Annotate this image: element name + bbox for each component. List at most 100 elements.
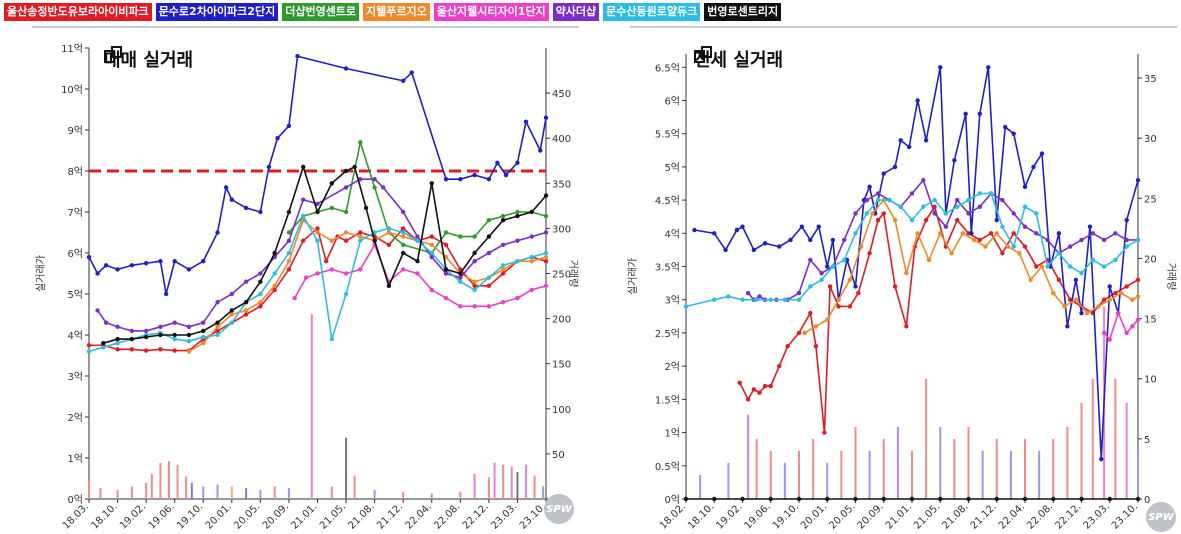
- y-tick-label: 4억: [67, 330, 83, 342]
- legend-item[interactable]: 약사더샵: [552, 3, 600, 21]
- volume-bar: [812, 438, 815, 499]
- data-point: [1116, 310, 1121, 316]
- volume-bar: [854, 426, 857, 499]
- data-point: [762, 383, 768, 389]
- data-point: [172, 332, 177, 338]
- data-point: [1028, 277, 1033, 283]
- jeonse-chart-title-text: 전세 실거래: [694, 50, 784, 71]
- data-point: [129, 347, 135, 352]
- data-point: [329, 205, 334, 211]
- data-point: [822, 430, 827, 435]
- data-point: [343, 168, 349, 174]
- legend-item[interactable]: 지웰푸르지오: [363, 3, 430, 21]
- volume-bar: [981, 450, 984, 499]
- data-point: [887, 197, 892, 203]
- data-point: [343, 66, 349, 71]
- data-point: [1056, 277, 1062, 283]
- legend-item[interactable]: 번영로센트리지: [704, 3, 782, 21]
- data-point: [892, 284, 898, 289]
- data-point: [295, 54, 300, 59]
- data-point: [1005, 244, 1011, 249]
- y2-tick-label: 400: [552, 134, 571, 145]
- data-point: [429, 242, 434, 247]
- data-point: [258, 291, 263, 297]
- data-point: [529, 209, 534, 215]
- data-point: [186, 324, 192, 329]
- data-point: [808, 310, 813, 316]
- data-point: [95, 271, 100, 276]
- data-point: [543, 115, 549, 120]
- data-point: [1051, 496, 1056, 502]
- data-point: [1056, 231, 1062, 236]
- data-point: [881, 171, 886, 176]
- data-point: [757, 294, 762, 299]
- data-point: [870, 211, 875, 216]
- data-point: [315, 209, 320, 215]
- data-point: [172, 348, 177, 353]
- data-point: [943, 211, 949, 216]
- data-point: [842, 237, 847, 243]
- data-point: [515, 209, 520, 215]
- data-point: [529, 287, 534, 293]
- data-point: [971, 237, 977, 243]
- data-point: [458, 271, 463, 276]
- data-point: [400, 242, 406, 247]
- legend-item[interactable]: 울산송정반도유보라아이비파크: [4, 3, 152, 21]
- y2-tick-label: 150: [552, 360, 571, 371]
- data-point: [243, 312, 249, 317]
- data-point: [858, 244, 864, 249]
- volume-bar: [1066, 426, 1069, 499]
- data-point: [129, 328, 135, 334]
- data-point: [458, 177, 463, 182]
- data-point: [429, 250, 434, 256]
- data-point: [1101, 330, 1107, 336]
- panel-top-divider: [32, 26, 579, 28]
- y-tick-label: 4억: [664, 228, 680, 240]
- data-point: [1107, 496, 1112, 502]
- data-point: [543, 213, 549, 219]
- data-point: [495, 160, 500, 165]
- data-point: [186, 332, 192, 338]
- data-point: [1079, 310, 1084, 316]
- data-point: [186, 349, 192, 354]
- series-line: [685, 192, 1139, 308]
- volume-bar: [1038, 450, 1041, 499]
- data-point: [1124, 217, 1129, 223]
- data-point: [115, 347, 120, 352]
- data-point: [1011, 244, 1016, 249]
- data-point: [796, 290, 802, 296]
- series-line: [88, 214, 547, 353]
- data-point: [825, 264, 830, 269]
- legend-item[interactable]: 더샵번영센트로: [282, 3, 360, 21]
- legend-item[interactable]: 울산지웰시티자이1단지: [433, 3, 549, 21]
- volume-bar: [245, 488, 248, 499]
- data-point: [315, 230, 320, 235]
- data-point: [909, 191, 915, 196]
- data-point: [286, 250, 292, 256]
- data-point: [400, 78, 406, 83]
- legend-item[interactable]: 문수로2차아이파크2단지: [155, 3, 279, 21]
- data-point: [1135, 277, 1141, 283]
- data-point: [86, 343, 92, 348]
- data-point: [994, 231, 999, 236]
- data-point: [315, 271, 320, 276]
- series-line: [188, 218, 547, 353]
- data-point: [443, 267, 449, 272]
- legend-item[interactable]: 문수산동원로얄듀크: [603, 3, 701, 21]
- data-point: [904, 270, 909, 276]
- volume-bar: [216, 484, 219, 499]
- data-point: [788, 237, 793, 243]
- data-point: [1051, 290, 1056, 296]
- data-point: [966, 197, 971, 203]
- data-point: [796, 297, 802, 302]
- data-point: [796, 496, 802, 502]
- data-point: [429, 234, 434, 239]
- volume-bar: [430, 493, 433, 499]
- data-point: [853, 211, 858, 216]
- y2-tick-label: 0: [1144, 495, 1150, 506]
- data-point: [400, 234, 406, 239]
- data-point: [892, 217, 898, 223]
- y2-tick-label: 30: [1144, 134, 1157, 145]
- data-point: [904, 324, 909, 329]
- y2-axis-title: 거래량: [567, 260, 579, 288]
